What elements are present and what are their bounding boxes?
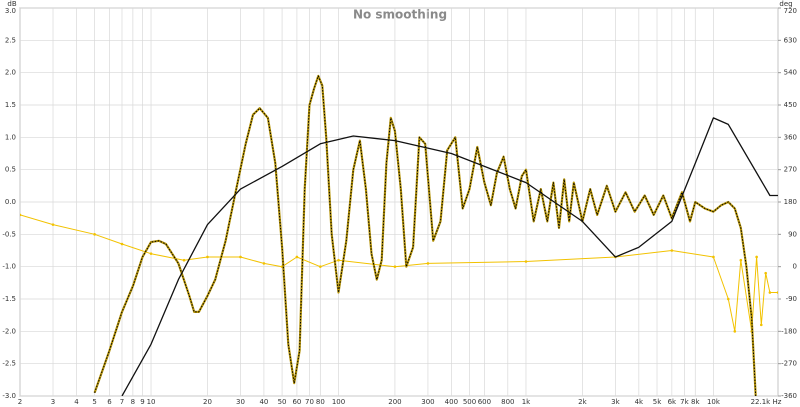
- x-tick-label: 5: [92, 398, 96, 406]
- series-point: [755, 255, 758, 259]
- y2-tick-label: 0: [793, 263, 797, 271]
- series-point: [670, 249, 674, 252]
- series-point: [149, 252, 153, 256]
- y2-tick-label: -360: [781, 392, 797, 400]
- x-tick-label: 1k: [522, 398, 531, 406]
- y-tick-label: -2.5: [2, 360, 16, 368]
- series-point: [393, 265, 397, 268]
- y-tick-label: 2.5: [5, 36, 16, 44]
- x-tick-label: 60: [292, 398, 301, 406]
- series-point: [20, 213, 22, 217]
- y2-tick-label: -180: [781, 327, 797, 335]
- series-point: [295, 255, 299, 259]
- y2-tick-label: 720: [784, 7, 797, 15]
- x-tick-label: 7k: [680, 398, 689, 406]
- series-point: [764, 271, 767, 275]
- x-tick-label: 10k: [707, 398, 721, 406]
- x-tick-label: 200: [388, 398, 401, 406]
- x-tick-label: 40: [259, 398, 268, 406]
- y2-tick-label: 90: [788, 230, 797, 238]
- series-line: [20, 214, 778, 332]
- y-tick-label: -1.5: [2, 295, 16, 303]
- x-tick-label: 10: [147, 398, 156, 406]
- y-tick-label: 0.0: [5, 198, 16, 206]
- x-tick-label: 2k: [578, 398, 587, 406]
- x-tick-label: 8: [131, 398, 135, 406]
- y2-axis-label: deg: [779, 0, 792, 8]
- y-tick-label: -1.0: [2, 263, 16, 271]
- series-point: [759, 323, 763, 327]
- x-tick-label: 4k: [635, 398, 644, 406]
- y-tick-label: 2.0: [5, 69, 16, 77]
- x-tick-label: 3: [51, 398, 55, 406]
- y2-tick-label: -270: [781, 360, 797, 368]
- x-tick-label: 5k: [653, 398, 662, 406]
- x-tick-label: 80: [316, 398, 325, 406]
- x-tick-label: 9: [140, 398, 144, 406]
- x-tick-label: 500: [463, 398, 476, 406]
- series-point: [93, 233, 96, 236]
- series-point: [726, 297, 730, 301]
- x-tick-label: 6: [107, 398, 112, 406]
- y2-tick-label: 450: [784, 101, 797, 109]
- x-tick-label: 20: [203, 398, 212, 406]
- x-tick-label: 22.1k Hz: [751, 398, 782, 406]
- y-tick-label: 1.0: [5, 133, 16, 141]
- x-tick-label: 100: [332, 398, 345, 406]
- y2-tick-label: 360: [784, 133, 797, 141]
- series-point: [712, 255, 715, 259]
- x-tick-label: 7: [120, 398, 124, 406]
- series-point: [120, 242, 124, 246]
- x-tick-label: 400: [445, 398, 458, 406]
- y2-tick-label: 180: [784, 198, 797, 206]
- series-point: [206, 255, 209, 259]
- series-point: [733, 330, 737, 333]
- series-point: [739, 258, 743, 262]
- series-point: [337, 258, 340, 262]
- series-point: [239, 255, 242, 259]
- y2-tick-label: -90: [786, 295, 797, 303]
- y2-tick-label: 630: [784, 36, 797, 44]
- x-tick-label: 6k: [668, 398, 677, 406]
- y-axis-label: dB: [7, 0, 16, 8]
- x-tick-label: 800: [501, 398, 514, 406]
- x-tick-label: 3k: [611, 398, 620, 406]
- y-tick-label: -3.0: [2, 392, 16, 400]
- series-point: [524, 260, 528, 263]
- series-line: [121, 117, 778, 396]
- series-point: [426, 262, 430, 265]
- x-tick-label: 4: [74, 398, 79, 406]
- x-tick-label: 2: [18, 398, 22, 406]
- series-point: [182, 258, 186, 262]
- chart-title: No smoothing: [353, 8, 447, 22]
- series-point: [776, 291, 778, 294]
- series-point: [51, 223, 55, 226]
- series-point: [262, 262, 266, 265]
- x-tick-label: 30: [236, 398, 245, 406]
- x-tick-label: 300: [421, 398, 434, 406]
- y2-tick-label: 270: [784, 166, 797, 174]
- series-point: [768, 291, 772, 294]
- y-tick-label: 1.5: [5, 101, 16, 109]
- series-point: [319, 265, 322, 268]
- x-tick-label: 600: [478, 398, 491, 406]
- y2-tick-label: 540: [784, 69, 797, 77]
- x-tick-label: 50: [278, 398, 287, 406]
- series-line: [93, 74, 757, 396]
- y-tick-label: -2.0: [2, 327, 16, 335]
- x-tick-label: 8k: [691, 398, 700, 406]
- y-tick-label: -0.5: [2, 230, 16, 238]
- y-tick-label: 3.0: [5, 7, 16, 15]
- y-tick-label: 0.5: [5, 166, 16, 174]
- x-tick-label: 70: [305, 398, 314, 406]
